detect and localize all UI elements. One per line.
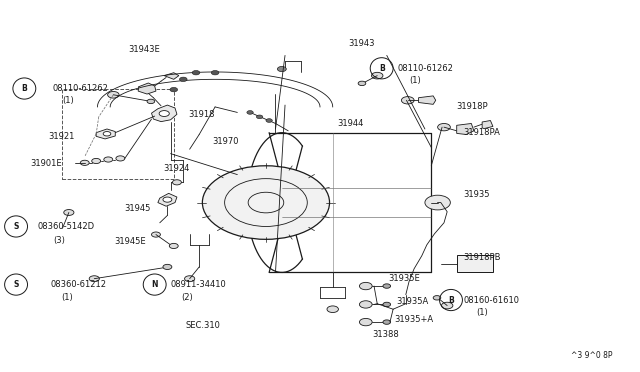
Circle shape bbox=[360, 282, 372, 290]
Text: 31945: 31945 bbox=[124, 203, 150, 212]
Text: 31943: 31943 bbox=[349, 39, 375, 48]
Text: B: B bbox=[448, 295, 454, 305]
Circle shape bbox=[247, 110, 253, 114]
Circle shape bbox=[89, 276, 99, 282]
Circle shape bbox=[80, 160, 89, 166]
Polygon shape bbox=[138, 83, 156, 94]
Polygon shape bbox=[482, 121, 493, 129]
Circle shape bbox=[184, 276, 195, 282]
Text: 31935A: 31935A bbox=[396, 297, 429, 307]
Text: B: B bbox=[379, 64, 385, 73]
Circle shape bbox=[442, 302, 453, 309]
Text: 08360-5142D: 08360-5142D bbox=[37, 222, 94, 231]
Text: B: B bbox=[22, 84, 28, 93]
Polygon shape bbox=[457, 124, 474, 135]
Text: 08911-34410: 08911-34410 bbox=[171, 280, 227, 289]
Text: 08160-61610: 08160-61610 bbox=[464, 295, 520, 305]
Polygon shape bbox=[96, 129, 115, 139]
Circle shape bbox=[383, 320, 390, 324]
Circle shape bbox=[170, 87, 177, 92]
Circle shape bbox=[257, 115, 263, 119]
Polygon shape bbox=[152, 105, 177, 122]
Circle shape bbox=[92, 158, 100, 164]
Circle shape bbox=[360, 318, 372, 326]
Circle shape bbox=[116, 156, 125, 161]
Circle shape bbox=[64, 209, 74, 215]
Circle shape bbox=[108, 92, 119, 98]
Circle shape bbox=[104, 157, 113, 162]
Circle shape bbox=[173, 180, 181, 185]
Polygon shape bbox=[419, 96, 436, 104]
Text: 31921: 31921 bbox=[48, 132, 74, 141]
Text: 31935E: 31935E bbox=[388, 274, 420, 283]
Circle shape bbox=[383, 302, 390, 307]
Circle shape bbox=[159, 110, 170, 116]
Circle shape bbox=[277, 67, 286, 71]
Text: 31945E: 31945E bbox=[114, 237, 146, 246]
Circle shape bbox=[371, 72, 383, 79]
Polygon shape bbox=[158, 193, 177, 206]
Text: S: S bbox=[13, 280, 19, 289]
Circle shape bbox=[170, 243, 178, 248]
Text: 31388: 31388 bbox=[372, 330, 399, 340]
Text: 31944: 31944 bbox=[337, 119, 364, 128]
Text: (3): (3) bbox=[53, 236, 65, 245]
Text: 31918: 31918 bbox=[188, 110, 215, 119]
Text: 31970: 31970 bbox=[212, 137, 239, 146]
Polygon shape bbox=[164, 73, 179, 79]
Circle shape bbox=[401, 97, 414, 104]
Circle shape bbox=[266, 119, 272, 122]
Text: 31935+A: 31935+A bbox=[394, 315, 433, 324]
Circle shape bbox=[358, 81, 366, 86]
Bar bbox=[63, 89, 173, 179]
Circle shape bbox=[202, 166, 330, 239]
Circle shape bbox=[211, 71, 219, 75]
FancyBboxPatch shape bbox=[458, 255, 493, 272]
Text: (2): (2) bbox=[181, 293, 193, 302]
Text: S: S bbox=[13, 222, 19, 231]
Text: 31924: 31924 bbox=[164, 164, 190, 173]
Circle shape bbox=[147, 99, 155, 104]
Text: SEC.310: SEC.310 bbox=[186, 321, 221, 330]
Circle shape bbox=[152, 232, 161, 237]
Circle shape bbox=[163, 197, 172, 202]
Circle shape bbox=[383, 284, 390, 288]
Circle shape bbox=[360, 301, 372, 308]
Text: 31918P: 31918P bbox=[457, 102, 488, 111]
Text: ^3 9^0 8P: ^3 9^0 8P bbox=[571, 351, 612, 360]
Circle shape bbox=[179, 77, 187, 81]
Circle shape bbox=[327, 306, 339, 312]
Text: (1): (1) bbox=[409, 76, 420, 85]
Text: 31935: 31935 bbox=[464, 190, 490, 199]
Text: (1): (1) bbox=[63, 96, 74, 105]
Text: 31918PA: 31918PA bbox=[464, 128, 500, 137]
Circle shape bbox=[433, 296, 441, 300]
Text: 08110-61262: 08110-61262 bbox=[53, 84, 109, 93]
Text: 31918PB: 31918PB bbox=[464, 253, 501, 262]
Text: 31901E: 31901E bbox=[31, 160, 62, 169]
Text: (1): (1) bbox=[61, 293, 73, 302]
Text: N: N bbox=[152, 280, 158, 289]
Text: 08360-61212: 08360-61212 bbox=[51, 280, 106, 289]
Circle shape bbox=[192, 71, 200, 75]
Circle shape bbox=[163, 264, 172, 269]
Circle shape bbox=[438, 124, 451, 131]
Text: 31943E: 31943E bbox=[128, 45, 160, 54]
Text: (1): (1) bbox=[476, 308, 488, 317]
Circle shape bbox=[103, 132, 111, 136]
Text: 08110-61262: 08110-61262 bbox=[397, 64, 454, 73]
Circle shape bbox=[425, 195, 451, 210]
